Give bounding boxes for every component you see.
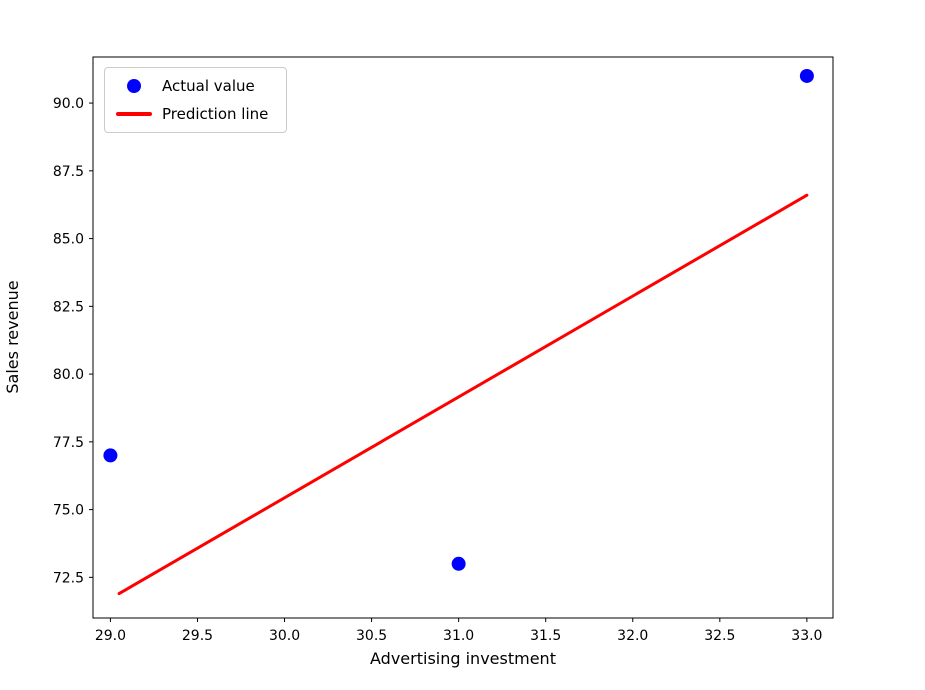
prediction-line bbox=[117, 193, 809, 596]
y-tick-label: 85.0 bbox=[53, 232, 84, 248]
legend-swatch bbox=[116, 112, 152, 116]
x-tick-label: 29.5 bbox=[182, 628, 213, 644]
y-tick-label: 72.5 bbox=[53, 570, 84, 586]
x-tick-label: 31.0 bbox=[443, 628, 474, 644]
y-tick-label: 77.5 bbox=[53, 435, 84, 451]
data-point bbox=[451, 556, 466, 571]
x-tick-label: 31.5 bbox=[530, 628, 561, 644]
plot-frame bbox=[92, 56, 834, 619]
y-tick-label: 82.5 bbox=[53, 299, 84, 315]
y-tick-label: 87.5 bbox=[53, 164, 84, 180]
scatter-marker-icon bbox=[127, 79, 141, 93]
y-tick-label: 80.0 bbox=[53, 367, 84, 383]
legend-swatch bbox=[116, 79, 152, 93]
x-axis-label: Advertising investment bbox=[370, 649, 556, 668]
y-axis-label: Sales revenue bbox=[3, 280, 22, 393]
data-point bbox=[799, 68, 814, 83]
legend-entry-prediction-line: Prediction line bbox=[116, 105, 268, 123]
legend: Actual value Prediction line bbox=[104, 67, 288, 133]
y-tick-label: 75.0 bbox=[53, 503, 84, 519]
legend-label-actual-value: Actual value bbox=[162, 77, 255, 95]
line-swatch-icon bbox=[116, 112, 152, 116]
legend-label-prediction-line: Prediction line bbox=[162, 105, 269, 123]
x-tick-label: 32.0 bbox=[617, 628, 648, 644]
legend-entry-actual-value: Actual value bbox=[116, 77, 268, 95]
x-tick-label: 32.5 bbox=[704, 628, 735, 644]
x-tick-label: 33.0 bbox=[791, 628, 822, 644]
x-tick-label: 30.5 bbox=[356, 628, 387, 644]
data-point bbox=[103, 448, 118, 463]
x-tick-label: 29.0 bbox=[95, 628, 126, 644]
x-tick-label: 30.0 bbox=[269, 628, 300, 644]
y-tick-label: 90.0 bbox=[53, 96, 84, 112]
